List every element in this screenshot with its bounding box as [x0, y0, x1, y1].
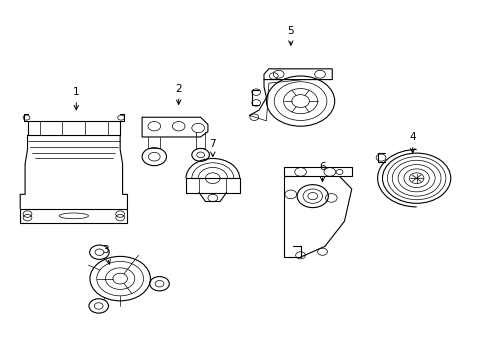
- Text: 1: 1: [73, 87, 80, 110]
- Text: 3: 3: [102, 245, 110, 264]
- Text: 6: 6: [319, 162, 325, 181]
- Text: 7: 7: [209, 139, 216, 156]
- Text: 2: 2: [175, 84, 182, 104]
- Text: 5: 5: [287, 26, 294, 45]
- Text: 4: 4: [408, 132, 415, 153]
